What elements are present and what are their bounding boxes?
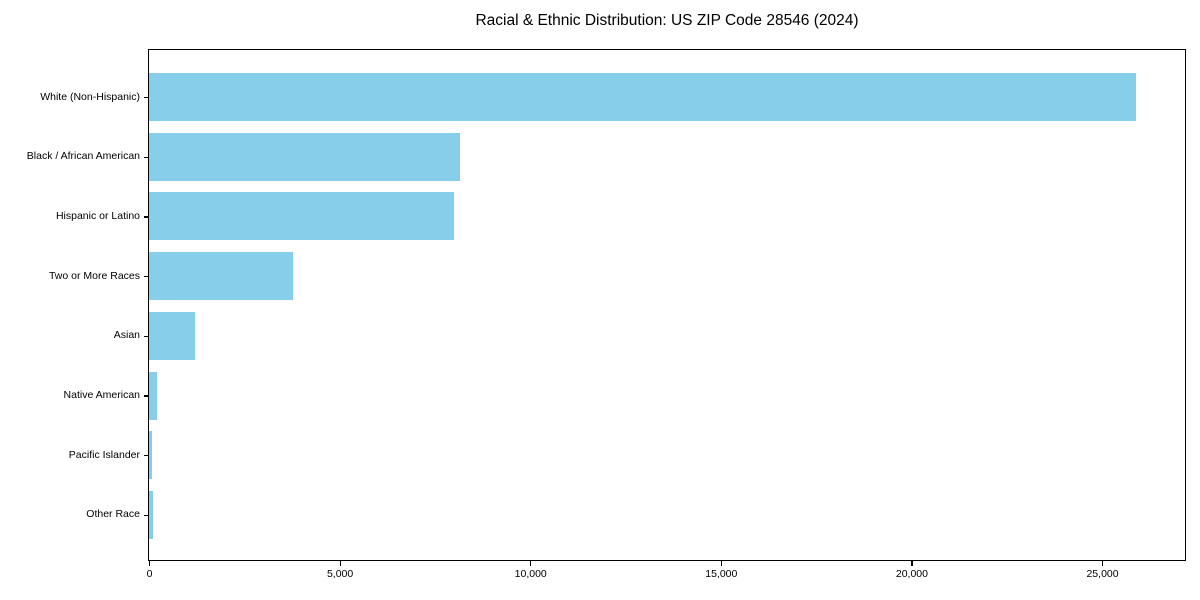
bar-black-african-american <box>149 132 460 181</box>
y-axis-tick-mark <box>143 455 148 457</box>
y-axis-category-label: Native American <box>63 389 140 402</box>
x-axis-tick-label: 25,000 <box>1086 568 1119 580</box>
x-axis-tick-label: 20,000 <box>895 568 928 580</box>
plot-area <box>148 49 1186 561</box>
y-axis-tick-mark <box>143 514 148 517</box>
bar-white-non-hispanic <box>149 73 1137 121</box>
x-axis-tick-label: 15,000 <box>705 568 738 580</box>
y-axis-tick-mark <box>143 395 148 397</box>
y-axis-category-label: Hispanic or Latino <box>55 209 140 222</box>
bar-other-race <box>149 490 153 539</box>
chart-title: Racial & Ethnic Distribution: US ZIP Cod… <box>475 12 859 29</box>
x-axis-tick-mark <box>530 561 532 566</box>
y-axis-tick-mark <box>143 335 148 337</box>
y-axis-category-label: Other Race <box>86 508 140 521</box>
x-axis-tick-mark <box>911 561 913 566</box>
y-axis-category-label: White (Non-Hispanic) <box>40 90 140 103</box>
x-axis-tick-mark <box>720 561 722 566</box>
y-axis-category-label: Asian <box>113 329 140 342</box>
y-axis-tick-mark <box>143 276 148 278</box>
y-axis-category-label: Black / African American <box>26 150 140 163</box>
bar-hispanic-or-latino <box>149 192 454 241</box>
x-axis-tick-label: 10,000 <box>514 568 547 580</box>
bar-pacific-islander <box>149 431 153 480</box>
y-axis-tick-mark <box>143 96 148 99</box>
bar-asian <box>149 311 195 360</box>
x-axis-tick-label: 5,000 <box>326 568 354 580</box>
x-axis-tick-mark <box>148 561 151 566</box>
bar-two-or-more-races <box>149 252 293 301</box>
y-axis-tick-mark <box>143 156 148 158</box>
y-axis-category-label: Pacific Islander <box>68 448 140 461</box>
bar-native-american <box>149 371 157 420</box>
x-axis-tick-mark <box>1101 561 1104 566</box>
y-axis-category-label: Two or More Races <box>48 269 140 282</box>
x-axis-tick-label: 0 <box>146 568 153 580</box>
y-axis-tick-mark <box>143 216 148 218</box>
x-axis-tick-mark <box>339 561 341 566</box>
